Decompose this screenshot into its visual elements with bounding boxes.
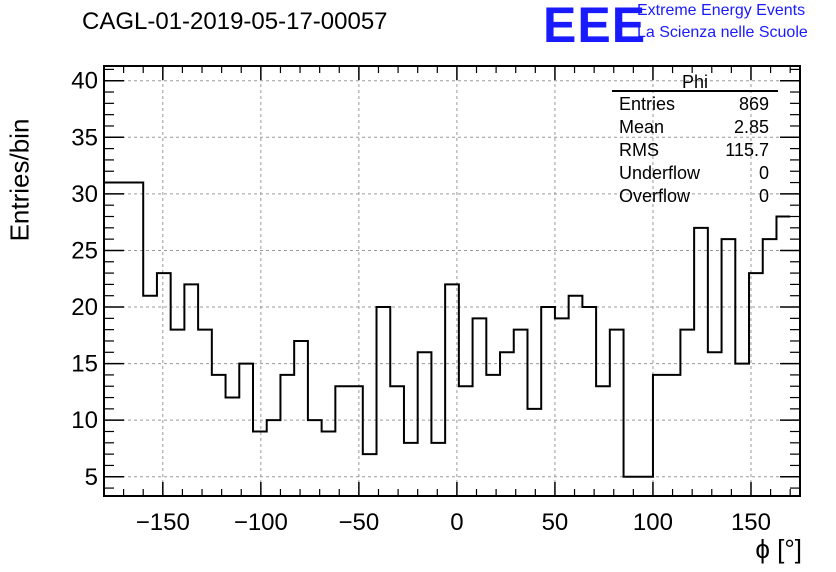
stats-label: Overflow bbox=[619, 186, 691, 206]
org-name: Extreme Energy Events bbox=[637, 2, 806, 19]
grid-lines bbox=[104, 66, 800, 496]
y-tick-label: 40 bbox=[71, 68, 98, 95]
x-axis-label: ϕ [°] bbox=[755, 534, 802, 564]
y-tick-label: 10 bbox=[71, 407, 98, 434]
y-tick-label: 30 bbox=[71, 181, 98, 208]
y-tick-label: 15 bbox=[71, 351, 98, 378]
stats-value: 0 bbox=[759, 163, 769, 183]
histogram-outline bbox=[104, 181, 791, 478]
y-tick-label: 5 bbox=[85, 464, 98, 491]
org-subtitle: La Scienza nelle Scuole bbox=[637, 24, 808, 41]
stats-value: 869 bbox=[739, 94, 769, 114]
x-tick-label: 50 bbox=[542, 509, 569, 536]
stats-value: 115.7 bbox=[725, 140, 769, 160]
x-tick-label: −150 bbox=[136, 509, 190, 536]
eee-logo: EEE bbox=[543, 0, 647, 53]
stats-value: 2.85 bbox=[734, 117, 769, 137]
x-tick-label: −50 bbox=[339, 509, 380, 536]
plot-frame bbox=[103, 65, 801, 497]
x-tick-label: 150 bbox=[731, 509, 771, 536]
stats-label: Underflow bbox=[619, 163, 701, 183]
x-tick-label: 0 bbox=[450, 509, 463, 536]
stats-label: Mean bbox=[619, 117, 664, 137]
x-tick-label: −100 bbox=[234, 509, 288, 536]
stats-label: RMS bbox=[619, 140, 659, 160]
stats-title: Phi bbox=[682, 72, 708, 92]
stats-box: Phi Entries 869 Mean 2.85 RMS 115.7 Underflow 0 O… bbox=[612, 72, 778, 206]
stats-value: 0 bbox=[759, 186, 769, 206]
chart-title: CAGL-01-2019-05-17-00057 bbox=[82, 8, 388, 35]
y-tick-label: 25 bbox=[71, 237, 98, 264]
tick-labels: −150 −100 −50 0 50 100 150 5 10 15 20 25 30 35 40 bbox=[71, 68, 771, 536]
stats-label: Entries bbox=[619, 94, 675, 114]
x-tick-label: 100 bbox=[633, 509, 673, 536]
axis-ticks bbox=[104, 66, 800, 496]
y-tick-label: 20 bbox=[71, 294, 98, 321]
y-tick-label: 35 bbox=[71, 124, 98, 151]
